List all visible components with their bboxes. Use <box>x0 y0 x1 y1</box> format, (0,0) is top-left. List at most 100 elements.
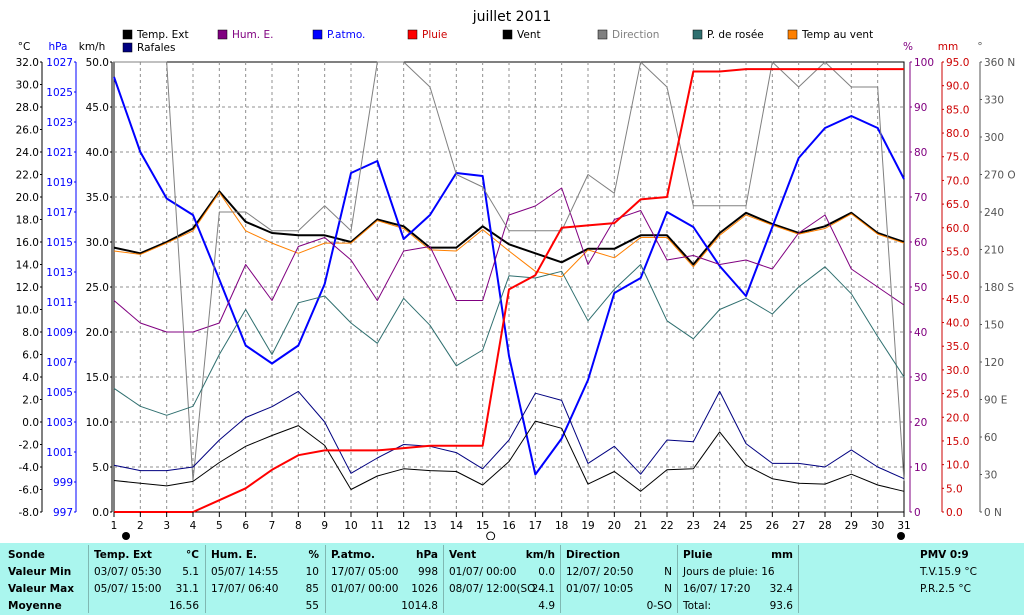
temp-axis-tick: 30.0 <box>16 80 39 92</box>
temp-unit-label: °C <box>18 41 31 53</box>
wind-axis-tick: 40.0 <box>86 147 109 159</box>
hum-avg: 55 <box>305 600 319 612</box>
chart-axes: 32.0 30.0 28.0 26.0 24.0 22.0 20.0 18.0 16.0 14.0… <box>16 41 1016 519</box>
wind-axis-tick: 15.0 <box>86 372 109 384</box>
wind-column: Vent km/h 01/07/ 00:00 0.0 08/07/ 12:00(SO… <box>443 545 559 615</box>
x-tick-label: 9 <box>321 520 328 532</box>
wind-axis-tick: 35.0 <box>86 192 109 204</box>
temp-axis-tick: 6.0 <box>22 350 39 362</box>
x-tick-label: 10 <box>344 520 357 532</box>
temp-axis-tick: 20.0 <box>16 192 39 204</box>
x-tick-label: 28 <box>818 520 831 532</box>
legend-label: Temp au vent <box>801 29 873 41</box>
legend-swatch <box>217 29 228 40</box>
rain-column: Pluie mm Jours de pluie: 16 16/07/ 17:20 3… <box>677 545 797 615</box>
legend-label: Direction <box>612 29 659 41</box>
temp-min-date: 03/07/ 05:30 <box>94 566 162 578</box>
legend-swatch <box>312 29 323 40</box>
pmv-pr: P.R.2.5 °C <box>920 583 971 595</box>
press-unit: hPa <box>416 549 438 561</box>
temp-axis-tick: -4.0 <box>19 462 40 474</box>
direction-column: Direction 12/07/ 20:50 N 01/07/ 10:05 N 0-… <box>560 545 676 615</box>
x-tick-label: 13 <box>423 520 436 532</box>
rain-axis-tick: 35.0 <box>946 341 969 353</box>
wind-axis-tick: 45.0 <box>86 102 109 114</box>
pmv-column: PMV 0:9 T.V.15.9 °C P.R.2.5 °C <box>880 545 1020 615</box>
press-max-date: 01/07/ 00:00 <box>331 583 399 595</box>
new-moon-icon <box>122 532 130 540</box>
humidity-axis-tick: 60 <box>914 237 927 249</box>
rain-axis-tick: 95.0 <box>946 57 969 69</box>
x-tick-label: 11 <box>371 520 384 532</box>
temp-min-value: 5.1 <box>182 566 199 578</box>
temp-axis-tick: 26.0 <box>16 125 39 137</box>
rain-axis-tick: 10.0 <box>946 460 969 472</box>
x-tick-label: 17 <box>529 520 542 532</box>
temp-avg: 16.56 <box>168 600 199 612</box>
x-tick-label: 3 <box>163 520 170 532</box>
humidity-axis-tick: 40 <box>914 327 927 339</box>
legend-swatch <box>692 29 703 40</box>
hum-title: Hum. E. <box>211 549 258 561</box>
rain-axis-tick: 5.0 <box>946 483 963 495</box>
rain-axis-tick: 0.0 <box>946 507 963 519</box>
temp-max-value: 31.1 <box>175 583 199 595</box>
legend-label: P. de rosée <box>707 29 764 41</box>
rain-max-date: 16/07/ 17:20 <box>683 583 751 595</box>
hum-min-value: 10 <box>305 566 319 578</box>
wind-max-value: 24.1 <box>531 583 555 595</box>
rain-axis-tick: 80.0 <box>946 128 969 140</box>
humidity-axis-tick: 30 <box>914 372 927 384</box>
x-tick-label: 21 <box>634 520 647 532</box>
direction-axis-tick: 90 E <box>984 395 1007 407</box>
press-column: P.atmo. hPa 17/07/ 05:00 998 01/07/ 00:00 1… <box>325 545 442 615</box>
direction-max-date: 01/07/ 10:05 <box>566 583 634 595</box>
pressure-axis-tick: 1011 <box>46 297 73 309</box>
humidity-axis-tick: 80 <box>914 147 927 159</box>
temp-max-date: 05/07/ 15:00 <box>94 583 162 595</box>
direction-axis-tick: 270 O <box>984 170 1016 182</box>
temp-axis-tick: 4.0 <box>22 372 39 384</box>
pressure-axis-tick: 1007 <box>46 357 73 369</box>
legend-label: Temp. Ext <box>136 29 189 41</box>
pressure-axis-tick: 1005 <box>46 387 73 399</box>
temp-title: Temp. Ext <box>94 549 152 561</box>
x-tick-label: 7 <box>269 520 276 532</box>
row-label-max: Valeur Max <box>8 583 74 595</box>
temp-axis-tick: -8.0 <box>19 507 40 519</box>
direction-unit-label: ° <box>977 41 982 53</box>
legend-label: Vent <box>517 29 541 41</box>
row-label-min: Valeur Min <box>8 566 72 578</box>
rain-axis-tick: 50.0 <box>946 270 969 282</box>
temp-axis-tick: 14.0 <box>16 260 39 272</box>
temp-axis-tick: 8.0 <box>22 327 39 339</box>
temp-axis-tick: 24.0 <box>16 147 39 159</box>
x-tick-label: 5 <box>216 520 223 532</box>
hum-max-value: 85 <box>305 583 319 595</box>
new-moon-icon <box>897 532 905 540</box>
press-max-value: 1026 <box>411 583 438 595</box>
series-line <box>113 390 905 480</box>
legend-label: Rafales <box>137 42 175 54</box>
x-tick-label: 20 <box>608 520 621 532</box>
x-tick-label: 19 <box>581 520 594 532</box>
rain-axis-tick: 60.0 <box>946 223 969 235</box>
rain-days: Jours de pluie: 16 <box>683 566 775 578</box>
x-tick-label: 4 <box>190 520 197 532</box>
humidity-axis-tick: 50 <box>914 282 927 294</box>
direction-max-value: N <box>664 583 672 595</box>
x-tick-label: 27 <box>792 520 805 532</box>
row-label-avg: Moyenne <box>8 600 62 612</box>
press-min-value: 998 <box>417 566 438 578</box>
x-tick-label: 15 <box>476 520 489 532</box>
direction-avg: 0-SO <box>646 600 672 612</box>
wind-max-date: 08/07/ 12:00(SO <box>449 583 536 595</box>
rain-total-value: 93.6 <box>769 600 793 612</box>
series-line <box>113 420 905 492</box>
wind-axis-tick: 25.0 <box>86 282 109 294</box>
hum-max-date: 17/07/ 06:40 <box>211 583 279 595</box>
pressure-axis-tick: 1013 <box>46 267 73 279</box>
rain-axis-tick: 90.0 <box>946 81 969 93</box>
legend-label: Pluie <box>422 29 447 41</box>
wind-unit-label: km/h <box>79 41 106 53</box>
